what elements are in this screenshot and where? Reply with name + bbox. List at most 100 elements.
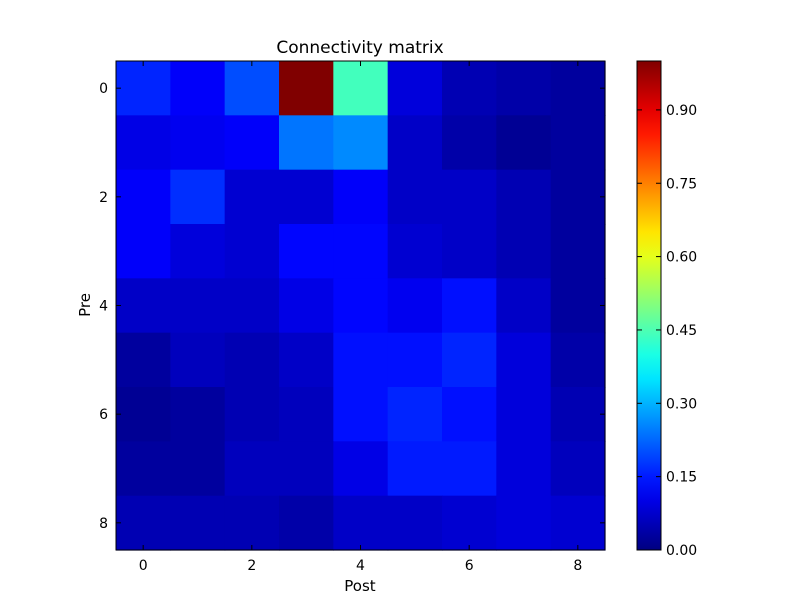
x-tick-label: 6	[465, 558, 474, 574]
heatmap-cell	[387, 115, 443, 171]
heatmap-cell	[387, 332, 443, 388]
x-tick-label: 0	[139, 558, 148, 574]
y-axis-ticks: 0 2 4 6 8	[99, 81, 605, 532]
x-tick-label: 2	[247, 558, 256, 574]
heatmap-cell	[170, 495, 226, 551]
heatmap-cell	[333, 495, 389, 551]
heatmap-cell	[333, 115, 389, 171]
heatmap-cell	[116, 441, 171, 497]
colorbar	[636, 60, 662, 551]
colorbar-tick-label: 0.00	[666, 543, 697, 559]
heatmap-cell	[279, 115, 334, 171]
heatmap-cell	[224, 115, 280, 171]
heatmap-cell	[333, 61, 389, 116]
heatmap-cell	[170, 115, 226, 171]
heatmap-cell	[224, 224, 280, 279]
heatmap-cell	[116, 61, 171, 116]
heatmap-cell	[224, 387, 280, 442]
heatmap-cell	[116, 332, 171, 388]
heatmap-cell	[116, 495, 171, 551]
heatmap-cell	[116, 169, 171, 225]
heatmap-cell	[496, 224, 552, 279]
x-axis-ticks: 0 2 4 6 8	[139, 61, 582, 574]
y-tick-label: 6	[99, 407, 108, 423]
heatmap-cell	[496, 169, 552, 225]
heatmap-cell	[387, 387, 443, 442]
heatmap-cell	[496, 61, 552, 116]
heatmap-cell	[170, 332, 226, 388]
heatmap-cell	[387, 278, 443, 334]
heatmap-cell	[333, 387, 389, 442]
heatmap-cell	[550, 115, 606, 171]
y-axis-title: Pre	[76, 293, 94, 317]
colorbar-tick-label: 0.45	[666, 323, 697, 339]
heatmap-cell	[279, 332, 334, 388]
colorbar-tick-label: 0.90	[666, 103, 697, 119]
heatmap-cell	[333, 169, 389, 225]
heatmap-cell	[333, 224, 389, 279]
heatmap-cell	[550, 169, 606, 225]
colorbar-tick-label: 0.15	[666, 470, 697, 486]
heatmap-cell	[279, 169, 334, 225]
heatmap-cell	[116, 224, 171, 279]
colorbar-tick-label: 0.75	[666, 176, 697, 192]
x-tick-label: 8	[573, 558, 582, 574]
heatmap-cell	[550, 495, 606, 551]
heatmap-cell	[170, 61, 226, 116]
heatmap-cell	[442, 332, 497, 388]
y-tick-label: 8	[99, 516, 108, 532]
x-axis-title: Post	[344, 577, 376, 595]
heatmap-cell	[550, 61, 606, 116]
heatmap-cell	[279, 495, 334, 551]
heatmap-cell	[442, 387, 497, 442]
heatmap-cell	[333, 441, 389, 497]
heatmap-cell	[224, 332, 280, 388]
heatmap-cell	[550, 332, 606, 388]
heatmap-cell	[496, 332, 552, 388]
heatmap-cell	[224, 278, 280, 334]
heatmap-cell	[496, 441, 552, 497]
heatmap-cell	[387, 495, 443, 551]
x-tick-label: 4	[356, 558, 365, 574]
colorbar-tick-label: 0.30	[666, 396, 697, 412]
heatmap-cell	[550, 224, 606, 279]
heatmap-cell	[387, 441, 443, 497]
heatmap-cell	[442, 224, 497, 279]
colorbar-tick-label: 0.60	[666, 250, 697, 266]
heatmap-cell	[442, 441, 497, 497]
y-tick-label: 0	[99, 81, 108, 97]
heatmap-cell	[170, 224, 226, 279]
heatmap-cell	[170, 278, 226, 334]
heatmap-cell	[387, 224, 443, 279]
heatmap-cell	[224, 61, 280, 116]
y-tick-label: 2	[99, 190, 108, 206]
heatmap-cell	[550, 441, 606, 497]
heatmap-cell	[279, 387, 334, 442]
heatmap-cells	[116, 61, 606, 551]
heatmap-cell	[442, 495, 497, 551]
heatmap-cell	[224, 441, 280, 497]
heatmap-cell	[279, 224, 334, 279]
heatmap-cell	[496, 115, 552, 171]
heatmap-cell	[387, 61, 443, 116]
heatmap-cell	[279, 278, 334, 334]
heatmap-cell	[224, 169, 280, 225]
heatmap-cell	[496, 278, 552, 334]
heatmap-cell	[333, 332, 389, 388]
colorbar-ticks: 0.00 0.15 0.30 0.45 0.60 0.75 0.90	[637, 103, 697, 559]
heatmap-cell	[550, 387, 606, 442]
heatmap-cell	[442, 278, 497, 334]
heatmap-cell	[442, 169, 497, 225]
chart-title: Connectivity matrix	[276, 38, 443, 58]
heatmap-cell	[333, 278, 389, 334]
heatmap-cell	[442, 61, 497, 116]
heatmap-cell	[170, 387, 226, 442]
heatmap-cell	[442, 115, 497, 171]
heatmap-cell	[170, 169, 226, 225]
heatmap-cell	[496, 387, 552, 442]
heatmap-cell	[279, 61, 334, 116]
heatmap-cell	[170, 441, 226, 497]
heatmap-cell	[116, 387, 171, 442]
heatmap-cell	[279, 441, 334, 497]
